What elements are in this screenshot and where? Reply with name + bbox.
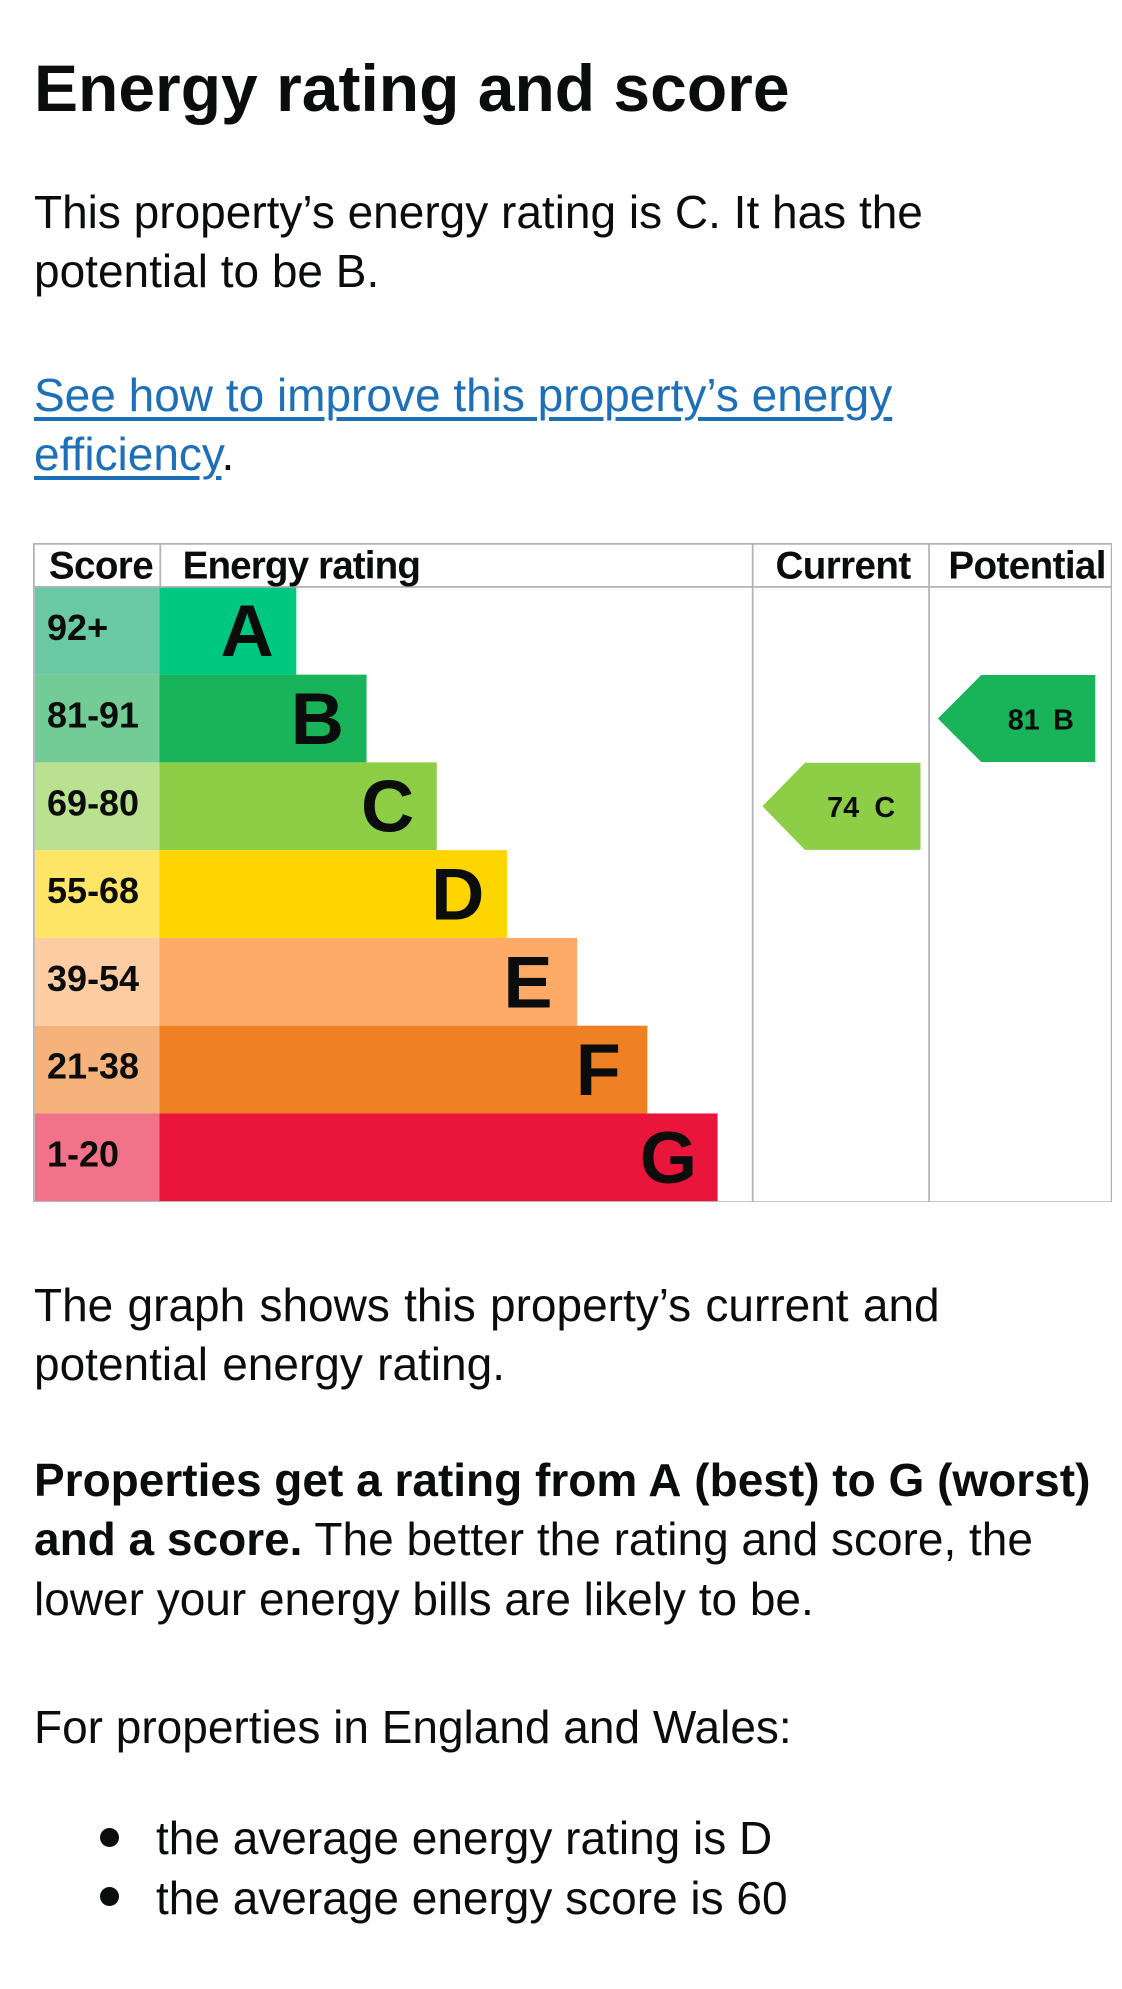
svg-text:39-54: 39-54 [47, 957, 139, 998]
svg-text:G: G [640, 1115, 697, 1198]
svg-text:Current: Current [775, 544, 911, 587]
svg-text:C: C [361, 764, 414, 847]
svg-text:Energy rating: Energy rating [182, 544, 419, 587]
svg-text:F: F [575, 1028, 620, 1111]
svg-text:A: A [220, 589, 273, 672]
svg-text:55-68: 55-68 [47, 870, 139, 911]
svg-text:B: B [291, 676, 344, 759]
svg-text:Score: Score [49, 544, 153, 587]
svg-text:21-38: 21-38 [47, 1045, 139, 1086]
svg-text:E: E [503, 940, 552, 1023]
svg-text:74: 74 [827, 792, 859, 824]
svg-text:1-20: 1-20 [47, 1133, 119, 1174]
svg-text:D: D [431, 852, 484, 935]
svg-text:C: C [874, 792, 895, 824]
svg-text:81: 81 [1007, 704, 1039, 736]
svg-text:69-80: 69-80 [47, 782, 139, 823]
svg-text:B: B [1053, 704, 1074, 736]
svg-text:Potential: Potential [948, 544, 1106, 587]
svg-text:92+: 92+ [47, 606, 108, 647]
svg-text:81-91: 81-91 [47, 694, 139, 735]
